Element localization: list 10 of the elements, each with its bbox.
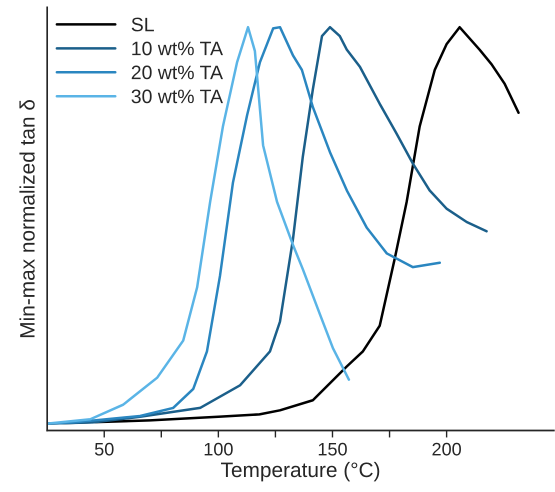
y-axis-title: Min-max normalized tan δ (19, 100, 35, 338)
legend-label: 20 wt% TA (132, 66, 223, 80)
x-tick-label: 100 (204, 442, 233, 456)
x-tick-label: 150 (318, 442, 347, 456)
legend-label: 30 wt% TA (132, 89, 223, 104)
legend-label: 10 wt% TA (132, 42, 223, 56)
x-tick-label: 50 (94, 442, 114, 456)
x-tick-label: 200 (432, 442, 461, 456)
legend-label: SL (132, 18, 154, 32)
x-axis-title: Temperature (°C) (221, 462, 380, 482)
